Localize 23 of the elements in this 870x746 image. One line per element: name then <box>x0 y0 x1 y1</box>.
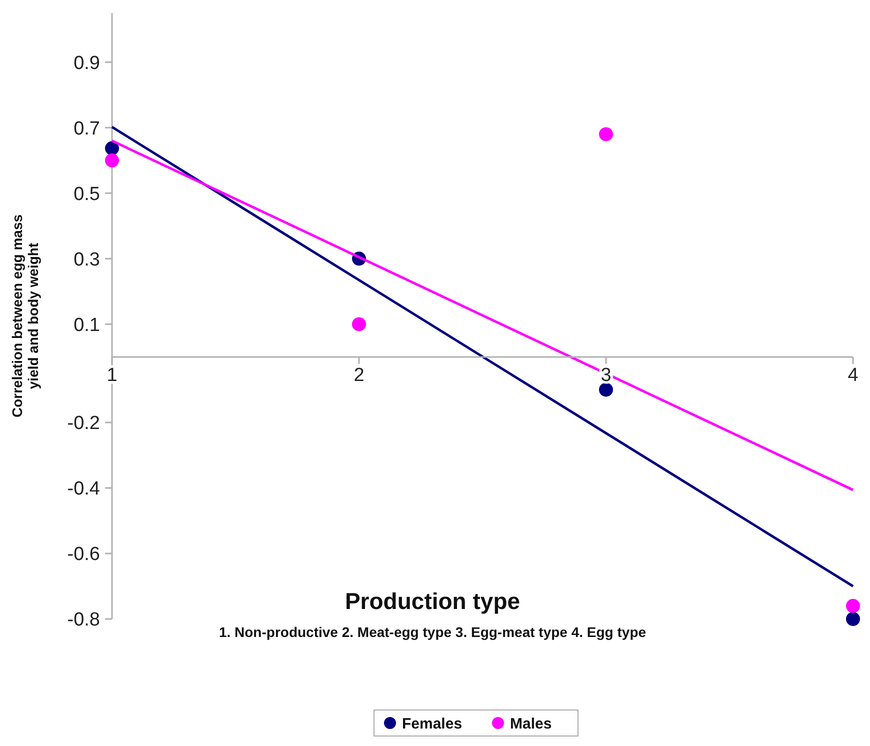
x-axis-title: Production type <box>344 588 520 614</box>
point <box>599 382 613 397</box>
y-tick-label: 0.5 <box>74 184 100 205</box>
point <box>599 127 613 142</box>
point <box>846 598 860 613</box>
y-tick-label: -0.6 <box>67 544 100 566</box>
y-tick-label: 0.9 <box>74 52 100 74</box>
y-tick-label: -0.8 <box>67 610 100 631</box>
y-tick-label: -0.2 <box>67 413 100 434</box>
x-tick-label: 2 <box>354 364 364 386</box>
x-tick-label: 1 <box>106 364 118 386</box>
point <box>846 612 860 626</box>
point <box>352 317 366 332</box>
y-tick-label: 0.7 <box>74 118 100 140</box>
y-tick-label: 0.3 <box>74 249 100 270</box>
y-tick-label: -0.4 <box>67 478 100 500</box>
legend-label: Males <box>510 715 552 732</box>
y-tick-label: 0.1 <box>74 314 100 336</box>
text: 1. Non-productive 2. Meat-egg type 3. Egg-meat type 4. Egg type <box>218 624 646 640</box>
legend-label: Females <box>402 715 462 732</box>
x-tick-label: 4 <box>848 364 859 386</box>
point <box>105 153 119 168</box>
y-axis-title: Correlation between egg mass yield and body weight <box>9 214 42 418</box>
